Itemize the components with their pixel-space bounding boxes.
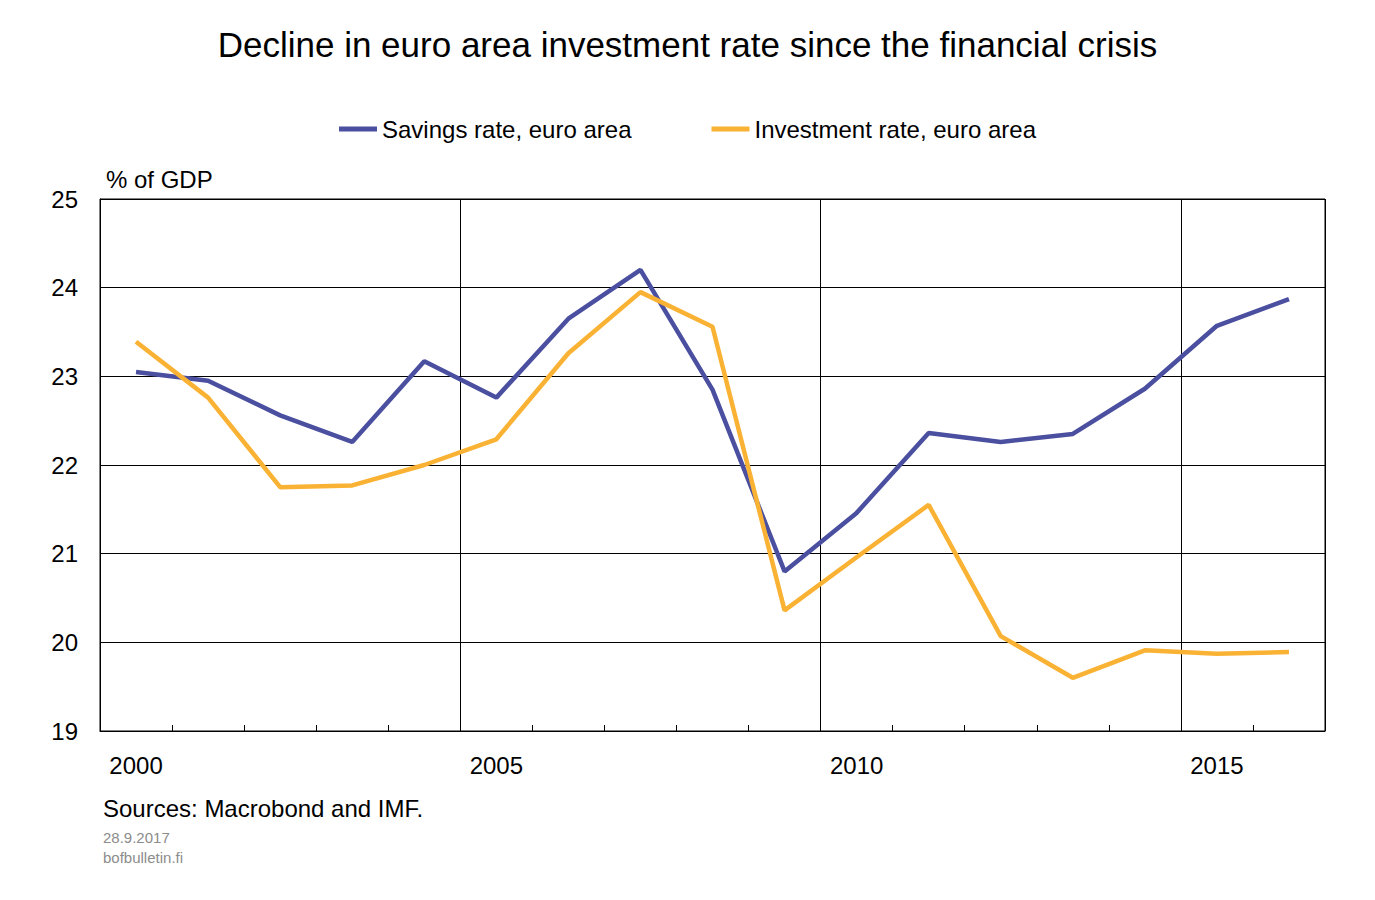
- svg-text:Investment rate, euro area: Investment rate, euro area: [754, 116, 1036, 143]
- svg-text:Decline in euro area investmen: Decline in euro area investment rate sin…: [218, 25, 1158, 64]
- svg-text:22: 22: [51, 452, 78, 479]
- svg-text:19: 19: [51, 718, 78, 745]
- svg-text:23: 23: [51, 363, 78, 390]
- svg-text:% of GDP: % of GDP: [106, 166, 213, 193]
- svg-text:24: 24: [51, 274, 78, 301]
- svg-text:20: 20: [51, 629, 78, 656]
- svg-text:28.9.2017: 28.9.2017: [103, 829, 170, 846]
- svg-text:21: 21: [51, 540, 78, 567]
- svg-text:Savings rate, euro area: Savings rate, euro area: [382, 116, 632, 143]
- svg-text:bofbulletin.fi: bofbulletin.fi: [103, 849, 183, 866]
- svg-text:25: 25: [51, 186, 78, 213]
- svg-text:Sources: Macrobond and IMF.: Sources: Macrobond and IMF.: [103, 795, 423, 822]
- svg-text:2010: 2010: [830, 752, 883, 779]
- svg-text:2000: 2000: [109, 752, 162, 779]
- svg-text:2015: 2015: [1190, 752, 1243, 779]
- svg-text:2005: 2005: [470, 752, 523, 779]
